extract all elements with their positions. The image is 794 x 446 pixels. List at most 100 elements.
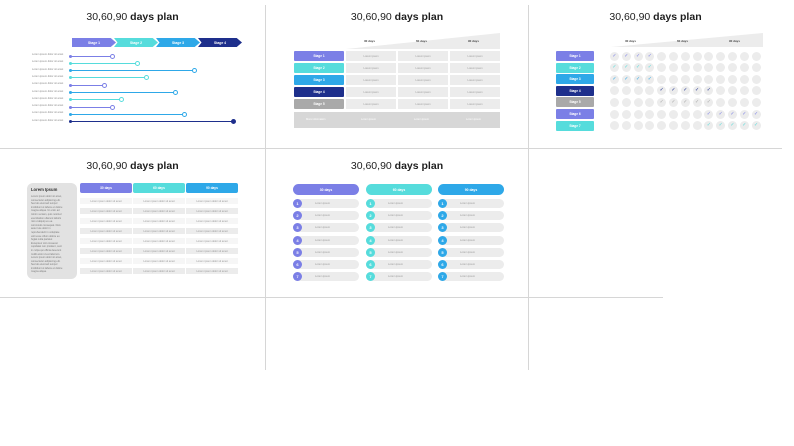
empty-dot[interactable]	[692, 109, 702, 119]
list-item[interactable]: Lorem ipsum	[438, 199, 504, 208]
list-item[interactable]: Lorem ipsum	[366, 260, 432, 269]
checked-dot[interactable]: ✓	[704, 109, 714, 119]
list-item[interactable]: Lorem ipsum	[366, 247, 432, 257]
empty-dot[interactable]	[692, 51, 702, 61]
empty-dot[interactable]	[669, 51, 678, 61]
checked-dot[interactable]: ✓	[692, 97, 702, 107]
column-header-pill[interactable]: 60 days	[366, 184, 432, 195]
stage-label-4[interactable]: Stage 4	[294, 87, 344, 97]
column-header[interactable]: 60 days	[133, 183, 185, 193]
checked-dot[interactable]: ✓	[704, 121, 714, 131]
checked-dot[interactable]: ✓	[716, 109, 726, 119]
list-item[interactable]: Lorem ipsum	[366, 211, 432, 221]
column-header[interactable]: 90 days	[186, 183, 238, 193]
empty-dot[interactable]	[621, 109, 631, 119]
slide-numbered-columns[interactable]: 30,60,90 days plan 30 days 60 days 90 days…	[266, 149, 528, 297]
empty-dot[interactable]	[728, 63, 737, 73]
stage-label-4[interactable]: Stage 4	[556, 85, 594, 96]
empty-dot[interactable]	[645, 86, 655, 96]
list-item[interactable]: Lorem ipsum	[438, 260, 504, 269]
list-item[interactable]: Lorem ipsum	[438, 223, 504, 233]
list-item[interactable]: Lorem ipsum	[438, 247, 504, 257]
checked-dot[interactable]: ✓	[657, 86, 667, 96]
checked-dot[interactable]: ✓	[633, 74, 643, 84]
stage-label-1[interactable]: Stage 1	[556, 51, 594, 61]
list-item[interactable]: Lorem ipsum	[366, 235, 432, 245]
empty-dot[interactable]	[657, 51, 667, 61]
empty-dot[interactable]	[610, 109, 619, 119]
empty-dot[interactable]	[621, 97, 631, 107]
empty-dot[interactable]	[633, 109, 643, 119]
checked-dot[interactable]: ✓	[633, 63, 643, 73]
empty-dot[interactable]	[751, 97, 761, 107]
empty-dot[interactable]	[704, 63, 714, 73]
empty-dot[interactable]	[739, 97, 749, 107]
list-item[interactable]: Lorem ipsum	[293, 211, 359, 221]
checked-dot[interactable]: ✓	[692, 86, 702, 96]
empty-dot[interactable]	[751, 51, 761, 61]
empty-dot[interactable]	[716, 74, 726, 84]
list-item[interactable]: Lorem ipsum	[293, 223, 359, 233]
checked-dot[interactable]: ✓	[728, 121, 737, 131]
empty-dot[interactable]	[728, 51, 737, 61]
empty-dot[interactable]	[657, 63, 667, 73]
checked-dot[interactable]: ✓	[621, 51, 631, 61]
empty-dot[interactable]	[669, 109, 678, 119]
empty-dot[interactable]	[645, 121, 655, 131]
stage-label-2[interactable]: Stage 2	[294, 63, 344, 73]
list-item[interactable]: Lorem ipsum	[366, 223, 432, 233]
empty-dot[interactable]	[680, 109, 690, 119]
empty-dot[interactable]	[610, 97, 619, 107]
empty-dot[interactable]	[716, 86, 726, 96]
stage-label-6[interactable]: Stage 6	[556, 109, 594, 119]
list-item[interactable]: Lorem ipsum	[366, 199, 432, 208]
empty-dot[interactable]	[610, 121, 619, 131]
empty-dot[interactable]	[645, 109, 655, 119]
empty-dot[interactable]	[692, 74, 702, 84]
list-item[interactable]: Lorem ipsum	[366, 272, 432, 282]
slide-check-grid[interactable]: 30,60,90 days plan 30 days 60 days 90 days…	[529, 0, 782, 148]
stage-label-5[interactable]: Stage 5	[556, 97, 594, 108]
list-item[interactable]: Lorem ipsum	[293, 199, 359, 208]
empty-dot[interactable]	[704, 74, 714, 84]
list-item[interactable]: Lorem ipsum	[293, 260, 359, 269]
checked-dot[interactable]: ✓	[645, 63, 655, 73]
empty-dot[interactable]	[692, 63, 702, 73]
empty-dot[interactable]	[716, 97, 726, 107]
empty-dot[interactable]	[645, 97, 655, 107]
empty-dot[interactable]	[680, 121, 690, 131]
empty-dot[interactable]	[739, 63, 749, 73]
slide-stage-table[interactable]: 30,60,90 days plan 30 days 60 days 90 days…	[266, 0, 528, 148]
slide-timeline[interactable]: 30,60,90 days plan Stage 1 Stage 2 Stage 3…	[0, 0, 265, 148]
empty-dot[interactable]	[621, 121, 631, 131]
checked-dot[interactable]: ✓	[716, 121, 726, 131]
list-item[interactable]: Lorem ipsum	[438, 211, 504, 221]
checked-dot[interactable]: ✓	[704, 97, 714, 107]
checked-dot[interactable]: ✓	[657, 97, 667, 107]
empty-dot[interactable]	[621, 86, 631, 96]
checked-dot[interactable]: ✓	[704, 86, 714, 96]
empty-dot[interactable]	[610, 86, 619, 96]
empty-dot[interactable]	[728, 97, 737, 107]
checked-dot[interactable]: ✓	[680, 97, 690, 107]
empty-dot[interactable]	[716, 63, 726, 73]
empty-dot[interactable]	[633, 97, 643, 107]
empty-dot[interactable]	[680, 74, 690, 84]
checked-dot[interactable]: ✓	[610, 74, 619, 84]
empty-dot[interactable]	[728, 74, 737, 84]
checked-dot[interactable]: ✓	[645, 74, 655, 84]
checked-dot[interactable]: ✓	[680, 86, 690, 96]
list-item[interactable]: Lorem ipsum	[293, 272, 359, 282]
empty-dot[interactable]	[657, 74, 667, 84]
checked-dot[interactable]: ✓	[610, 51, 619, 61]
empty-dot[interactable]	[728, 86, 737, 96]
empty-dot[interactable]	[739, 86, 749, 96]
empty-dot[interactable]	[680, 63, 690, 73]
empty-dot[interactable]	[633, 121, 643, 131]
empty-dot[interactable]	[657, 121, 667, 131]
checked-dot[interactable]: ✓	[621, 74, 631, 84]
checked-dot[interactable]: ✓	[621, 63, 631, 73]
checked-dot[interactable]: ✓	[751, 109, 761, 119]
list-item[interactable]: Lorem ipsum	[438, 272, 504, 282]
checked-dot[interactable]: ✓	[669, 97, 678, 107]
